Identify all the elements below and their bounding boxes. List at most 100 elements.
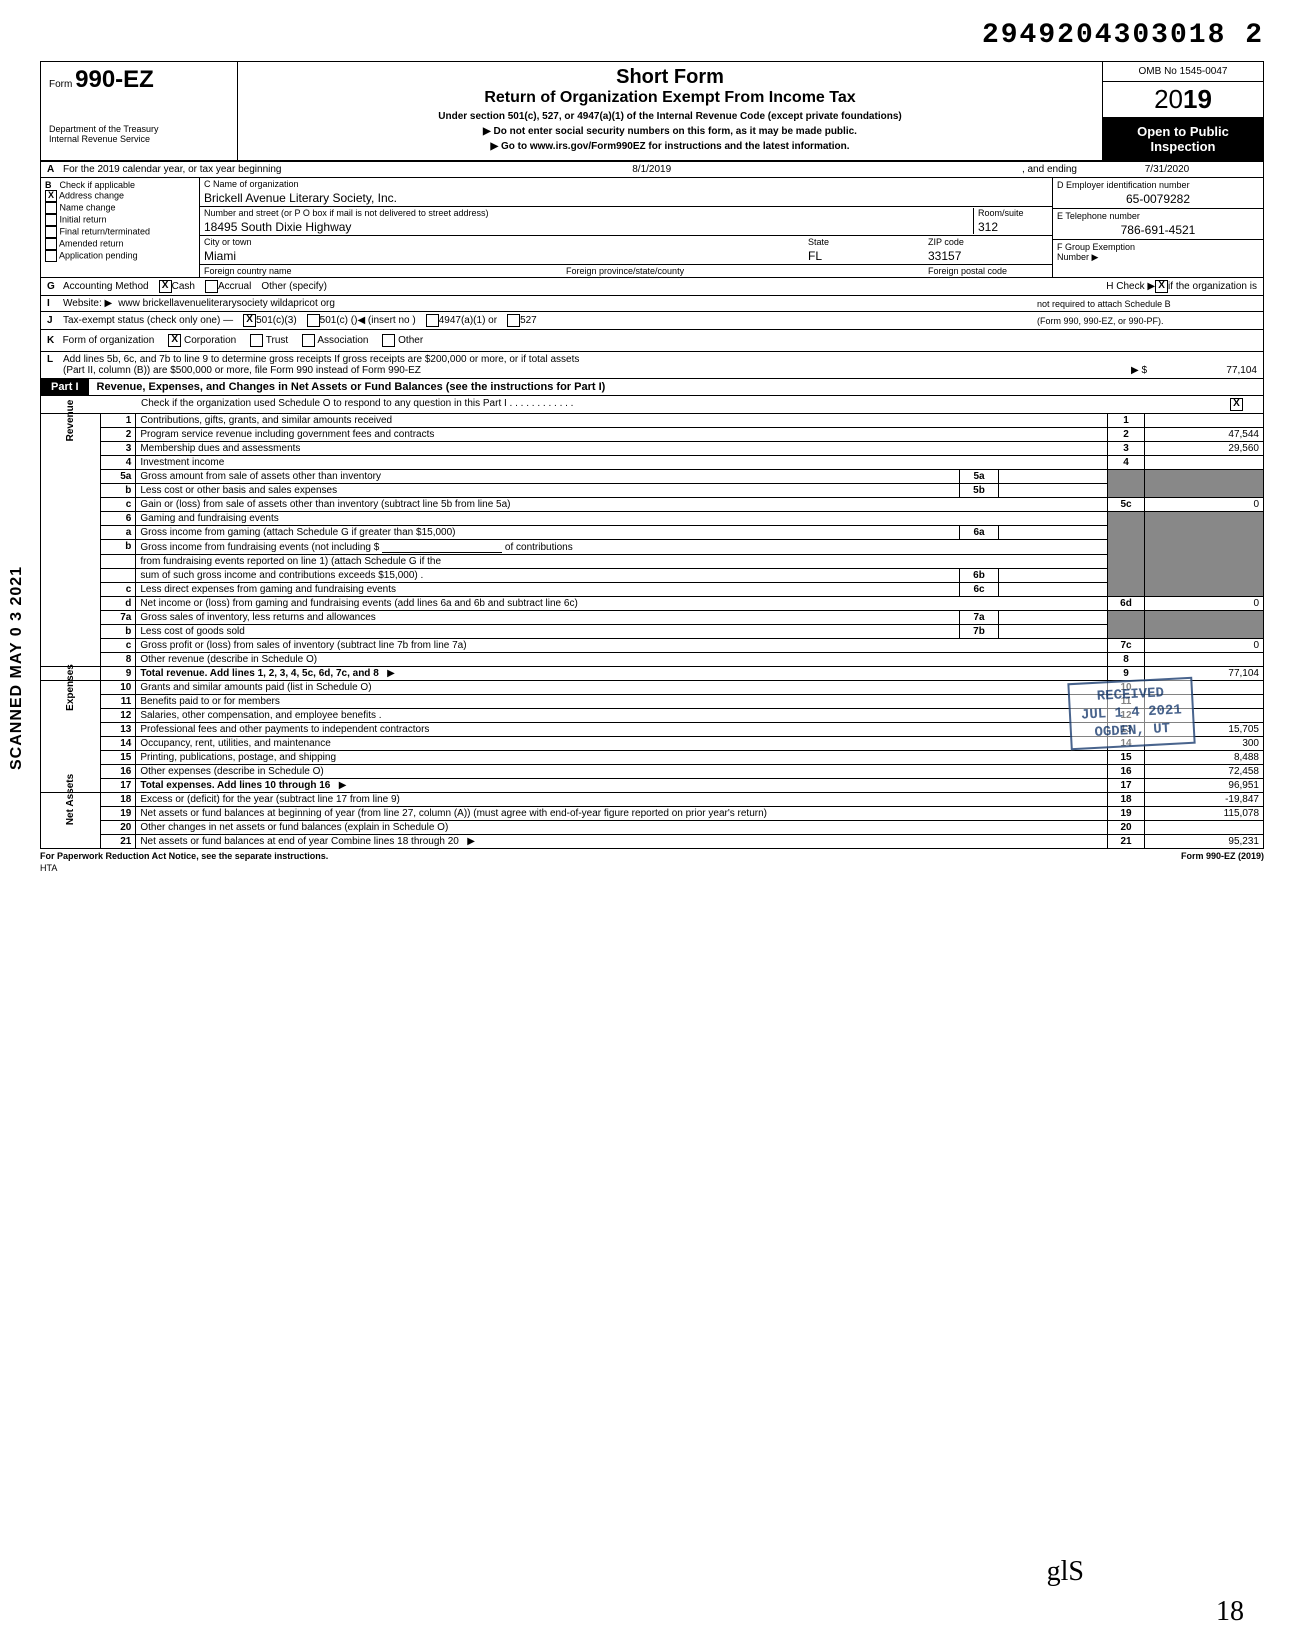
org-name: Brickell Avenue Literary Society, Inc.	[204, 189, 1048, 205]
org-city: Miami	[204, 247, 808, 263]
chk-corp[interactable]: X	[168, 334, 181, 347]
ln6c-num: c	[101, 583, 136, 597]
label-b: B	[45, 180, 57, 190]
chk-amended[interactable]	[45, 238, 57, 250]
label-l: L	[47, 354, 63, 376]
ln2-num: 2	[101, 428, 136, 442]
row-a: A For the 2019 calendar year, or tax yea…	[40, 162, 1264, 178]
ln5b-num: b	[101, 484, 136, 498]
ln7b-inv	[999, 625, 1108, 639]
org-state: FL	[808, 247, 928, 263]
ln16-num: 16	[101, 765, 136, 779]
col-d: D Employer identification number 65-0079…	[1053, 178, 1263, 277]
block-bcd: B Check if applicable X Address change N…	[40, 178, 1264, 278]
ln6b-in: 6b	[960, 569, 999, 583]
ln6b-blank[interactable]	[382, 541, 502, 553]
chk-assoc[interactable]	[302, 334, 315, 347]
ln1-rnum: 1	[1108, 414, 1145, 428]
room-label: Room/suite	[978, 208, 1048, 218]
ln19-desc: Net assets or fund balances at beginning…	[136, 807, 1108, 821]
year-prefix: 20	[1154, 84, 1183, 114]
row-i: I Website: ▶ www brickellavenueliterarys…	[40, 296, 1264, 312]
ln20-desc: Other changes in net assets or fund bala…	[136, 821, 1108, 835]
part1-tag: Part I	[41, 379, 89, 395]
chk-schedo[interactable]: X	[1230, 398, 1243, 411]
ln11-desc: Benefits paid to or for members	[136, 695, 1108, 709]
chk-other-form[interactable]	[382, 334, 395, 347]
g-text: Accounting Method	[63, 281, 149, 292]
ln7-shade2	[1145, 611, 1264, 639]
ln15-desc: Printing, publications, postage, and shi…	[136, 751, 1108, 765]
chk-pending[interactable]	[45, 250, 57, 262]
ln8-num: 8	[101, 653, 136, 667]
phone: 786-691-4521	[1057, 221, 1259, 237]
chk-accrual[interactable]	[205, 280, 218, 293]
lbl-name: Name change	[60, 202, 116, 212]
ln6-shade	[1108, 512, 1145, 597]
ln21-rnum: 21	[1108, 835, 1145, 849]
ln6-desc: Gaming and fundraising events	[136, 512, 1108, 526]
lbl-initial: Initial return	[60, 214, 107, 224]
ln20-val	[1145, 821, 1264, 835]
end-date: 7/31/2020	[1077, 164, 1257, 175]
chk-cash[interactable]: X	[159, 280, 172, 293]
omb-number: OMB No 1545-0047	[1103, 62, 1263, 82]
h-line3: (Form 990, 990-EZ, or 990-PF).	[1037, 316, 1257, 326]
ln5b-in: 5b	[960, 484, 999, 498]
ln14-num: 14	[101, 737, 136, 751]
e-label: E Telephone number	[1057, 211, 1259, 221]
ln5b-desc: Less cost or other basis and sales expen…	[136, 484, 960, 498]
ln3-val: 29,560	[1145, 442, 1264, 456]
label-j: J	[47, 315, 63, 326]
lbl-527: 527	[520, 315, 537, 326]
lbl-cash: Cash	[172, 281, 195, 292]
ln6b1-desc: Gross income from fundraising events (no…	[136, 540, 1108, 555]
ln6d-val: 0	[1145, 597, 1264, 611]
chk-address[interactable]: X	[45, 190, 57, 202]
org-addr: 18495 South Dixie Highway	[204, 218, 973, 234]
ln6b1-d: Gross income from fundraising events (no…	[140, 542, 379, 553]
k-text: Form of organization	[63, 335, 155, 346]
website: www brickellavenueliterarysociety wildap…	[112, 298, 1037, 309]
chk-501c[interactable]	[307, 314, 320, 327]
chk-501c3[interactable]: X	[243, 314, 256, 327]
ln21-num: 21	[101, 835, 136, 849]
chk-name[interactable]	[45, 202, 57, 214]
ln6a-inv	[999, 526, 1108, 540]
addr-label: Number and street (or P O box if mail is…	[204, 208, 973, 218]
ln17-rnum: 17	[1108, 779, 1145, 793]
ln8-val	[1145, 653, 1264, 667]
row-k: K Form of organization X Corporation Tru…	[40, 330, 1264, 352]
part1-check-text: Check if the organization used Schedule …	[141, 398, 1230, 411]
ln6d-desc: Net income or (loss) from gaming and fun…	[136, 597, 1108, 611]
l-value: 77,104	[1147, 365, 1257, 376]
ln7a-num: 7a	[101, 611, 136, 625]
scanned-stamp: SCANNED MAY 0 3 2021	[8, 566, 26, 770]
chk-h[interactable]: X	[1155, 280, 1168, 293]
ln13-desc: Professional fees and other payments to …	[136, 723, 1108, 737]
lines-table: Revenue 1 Contributions, gifts, grants, …	[40, 414, 1264, 849]
ln5c-rnum: 5c	[1108, 498, 1145, 512]
chk-527[interactable]	[507, 314, 520, 327]
ln5-shade2	[1145, 470, 1264, 498]
chk-final[interactable]	[45, 226, 57, 238]
ln5a-desc: Gross amount from sale of assets other t…	[136, 470, 960, 484]
ln6-shade2	[1145, 512, 1264, 597]
ln5c-desc: Gain or (loss) from sale of assets other…	[136, 498, 1108, 512]
lbl-other-method: Other (specify)	[261, 281, 327, 292]
ln1-val	[1145, 414, 1264, 428]
ln6b1-d2: of contributions	[505, 542, 573, 553]
lbl-trust: Trust	[266, 335, 288, 346]
form-sub3: ▶ Go to www.irs.gov/Form990EZ for instru…	[246, 141, 1094, 152]
chk-4947[interactable]	[426, 314, 439, 327]
org-room: 312	[978, 218, 1048, 234]
ln16-val: 72,458	[1145, 765, 1264, 779]
irs-label: Internal Revenue Service	[49, 134, 229, 144]
chk-initial[interactable]	[45, 214, 57, 226]
ln19-num: 19	[101, 807, 136, 821]
chk-trust[interactable]	[250, 334, 263, 347]
footer-left: For Paperwork Reduction Act Notice, see …	[40, 851, 1181, 861]
ln1-num: 1	[101, 414, 136, 428]
top-number: 2949204303018 2	[40, 20, 1264, 51]
l-text2: (Part II, column (B)) are $500,000 or mo…	[63, 365, 421, 376]
